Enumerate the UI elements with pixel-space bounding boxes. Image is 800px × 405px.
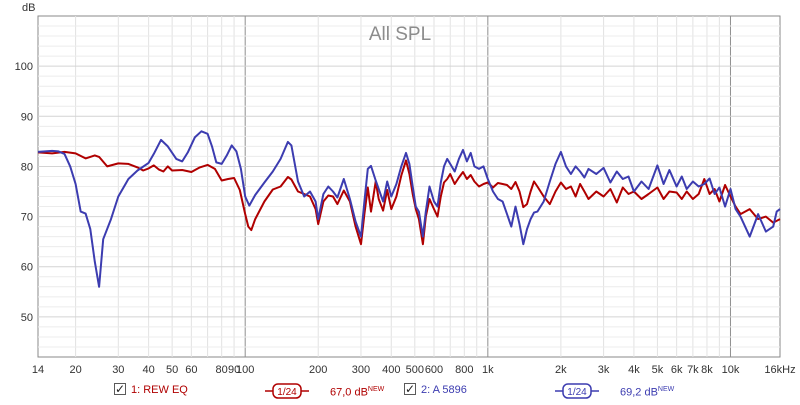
legend-item-2[interactable]: 2: A 5896 xyxy=(404,380,467,399)
series-1-checkbox[interactable] xyxy=(114,380,126,398)
x-tick-label: 600 xyxy=(425,364,443,376)
y-tick-label: 50 xyxy=(21,312,33,324)
series-1-level-wrap: 67,0 dBNEW xyxy=(330,381,384,399)
series-2-checkbox[interactable] xyxy=(404,380,416,398)
series-1-level: 67,0 dB xyxy=(330,386,368,399)
x-tick-label: 500 xyxy=(406,364,424,376)
x-tick-label: 200 xyxy=(309,364,327,376)
x-tick-label: 2k xyxy=(555,364,567,376)
x-tick-label: 6k xyxy=(671,364,683,376)
series-2-smoothing: 1/24 xyxy=(567,387,587,398)
gridlines xyxy=(38,16,780,357)
series-1-label: 1: REW EQ xyxy=(131,384,188,396)
x-tick-label: 4k xyxy=(628,364,640,376)
x-tick-label: 100 xyxy=(236,364,254,376)
y-tick-label: 90 xyxy=(21,111,33,123)
series-2-label: 2: A 5896 xyxy=(421,384,467,396)
x-tick-label: 40 xyxy=(143,364,155,376)
x-tick-label: 300 xyxy=(352,364,370,376)
series-1-smoothing: 1/24 xyxy=(277,387,297,398)
legend-item-1[interactable]: 1: REW EQ xyxy=(114,380,188,399)
x-tick-label: 20 xyxy=(69,364,81,376)
series-layer xyxy=(37,130,781,288)
x-tick-label: 80 xyxy=(216,364,228,376)
series-1-smoothing-box[interactable]: 1/24 xyxy=(265,383,309,399)
x-tick-label: 5k xyxy=(652,364,664,376)
x-tick-label: 16kHz xyxy=(764,364,795,376)
y-tick-label: 100 xyxy=(15,61,33,73)
x-tick-label: 3k xyxy=(598,364,610,376)
x-tick-label: 400 xyxy=(382,364,400,376)
x-tick-label: 30 xyxy=(112,364,124,376)
y-tick-label: 60 xyxy=(21,262,33,274)
series-2-line xyxy=(37,130,781,288)
y-tick-label: 80 xyxy=(21,161,33,173)
series-1-level-note: NEW xyxy=(367,386,385,393)
x-tick-label: 90 xyxy=(228,364,240,376)
x-tick-label: 7k xyxy=(687,364,699,376)
x-tick-label: 10k xyxy=(722,364,740,376)
x-tick-label: 1k xyxy=(482,364,494,376)
x-tick-label: 800 xyxy=(455,364,473,376)
x-tick-label: 14 xyxy=(32,364,44,376)
series-2-level-note: NEW xyxy=(657,386,675,393)
y-tick-label: 70 xyxy=(21,212,33,224)
series-2-smoothing-box[interactable]: 1/24 xyxy=(555,383,599,399)
y-axis-label: dB xyxy=(22,2,35,14)
series-1-line xyxy=(37,150,781,246)
x-tick-label: 50 xyxy=(166,364,178,376)
chart-title: All SPL xyxy=(369,24,431,45)
x-tick-label: 60 xyxy=(185,364,197,376)
series-2-level: 69,2 dB xyxy=(620,386,658,399)
x-tick-label: 8k xyxy=(701,364,713,376)
series-2-level-wrap: 69,2 dBNEW xyxy=(620,381,674,399)
